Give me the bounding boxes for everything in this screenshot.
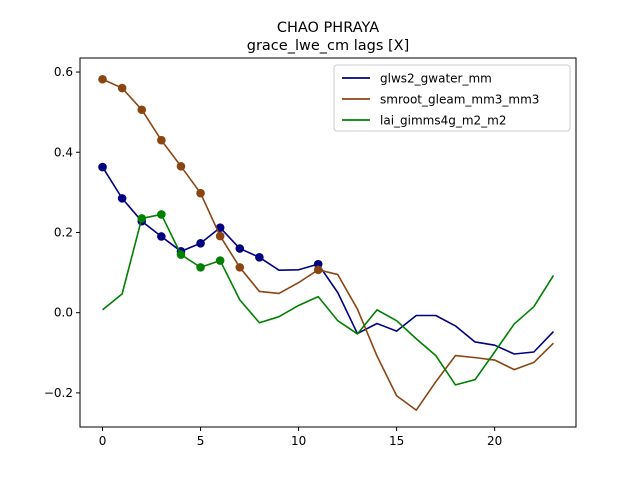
legend: glws2_gwater_mm smroot_gleam_mm3_mm3 lai_g… <box>333 64 571 132</box>
data-point-lai_gimms4g_m2_m2 <box>137 214 147 223</box>
data-point-glws2_gwater_mm <box>98 162 107 172</box>
data-point-glws2_gwater_mm <box>196 239 205 248</box>
series-line-smroot_gleam_mm3_mm3 <box>102 78 555 411</box>
data-point-lai_gimms4g_m2_m2 <box>157 210 166 219</box>
legend-label: smroot_gleam_mm3_mm3 <box>380 93 539 107</box>
data-point-smroot_gleam_mm3_mm3 <box>157 135 166 145</box>
series-line-glws2_gwater_mm <box>101 166 555 355</box>
y-tick-label: 0.6 <box>54 65 73 79</box>
data-point-glws2_gwater_mm <box>117 194 127 203</box>
data-point-smroot_gleam_mm3_mm3 <box>215 231 225 241</box>
data-point-lai_gimms4g_m2_m2 <box>196 263 205 272</box>
legend-label: glws2_gwater_mm <box>380 72 492 86</box>
data-point-smroot_gleam_mm3_mm3 <box>137 105 147 115</box>
data-point-smroot_gleam_mm3_mm3 <box>176 161 186 171</box>
y-axis: −0.2 0.0 0.2 0.4 0.6 <box>44 65 80 400</box>
data-point-smroot_gleam_mm3_mm3 <box>235 263 245 272</box>
x-tick-label: 5 <box>197 434 205 448</box>
chart-subtitle: grace_lwe_cm lags [X] <box>247 38 410 54</box>
y-tick-label: 0.2 <box>54 225 73 239</box>
x-tick-label: 20 <box>487 434 502 448</box>
chart-title: CHAO PHRAYA <box>277 20 379 36</box>
plot-frame <box>79 57 577 428</box>
x-tick-label: 15 <box>389 434 404 448</box>
legend-label: lai_gimms4g_m2_m2 <box>380 114 507 128</box>
data-point-lai_gimms4g_m2_m2 <box>215 256 225 265</box>
series-layer <box>98 74 555 411</box>
x-tick-label: 0 <box>99 434 107 448</box>
data-point-glws2_gwater_mm <box>255 253 264 262</box>
y-tick-label: −0.2 <box>44 386 73 400</box>
legend-box <box>333 64 571 132</box>
data-point-glws2_gwater_mm <box>235 244 245 253</box>
y-tick-label: 0.4 <box>54 145 73 159</box>
data-point-lai_gimms4g_m2_m2 <box>176 250 186 259</box>
data-point-smroot_gleam_mm3_mm3 <box>196 188 205 198</box>
data-point-smroot_gleam_mm3_mm3 <box>117 83 127 93</box>
y-tick-label: 0.0 <box>54 306 73 320</box>
x-axis: 0 5 10 15 20 <box>99 427 502 448</box>
data-point-smroot_gleam_mm3_mm3 <box>98 74 107 84</box>
data-point-smroot_gleam_mm3_mm3 <box>313 265 323 275</box>
data-point-glws2_gwater_mm <box>157 232 166 241</box>
series-line-lai_gimms4g_m2_m2 <box>102 213 555 386</box>
x-tick-label: 10 <box>291 434 306 448</box>
